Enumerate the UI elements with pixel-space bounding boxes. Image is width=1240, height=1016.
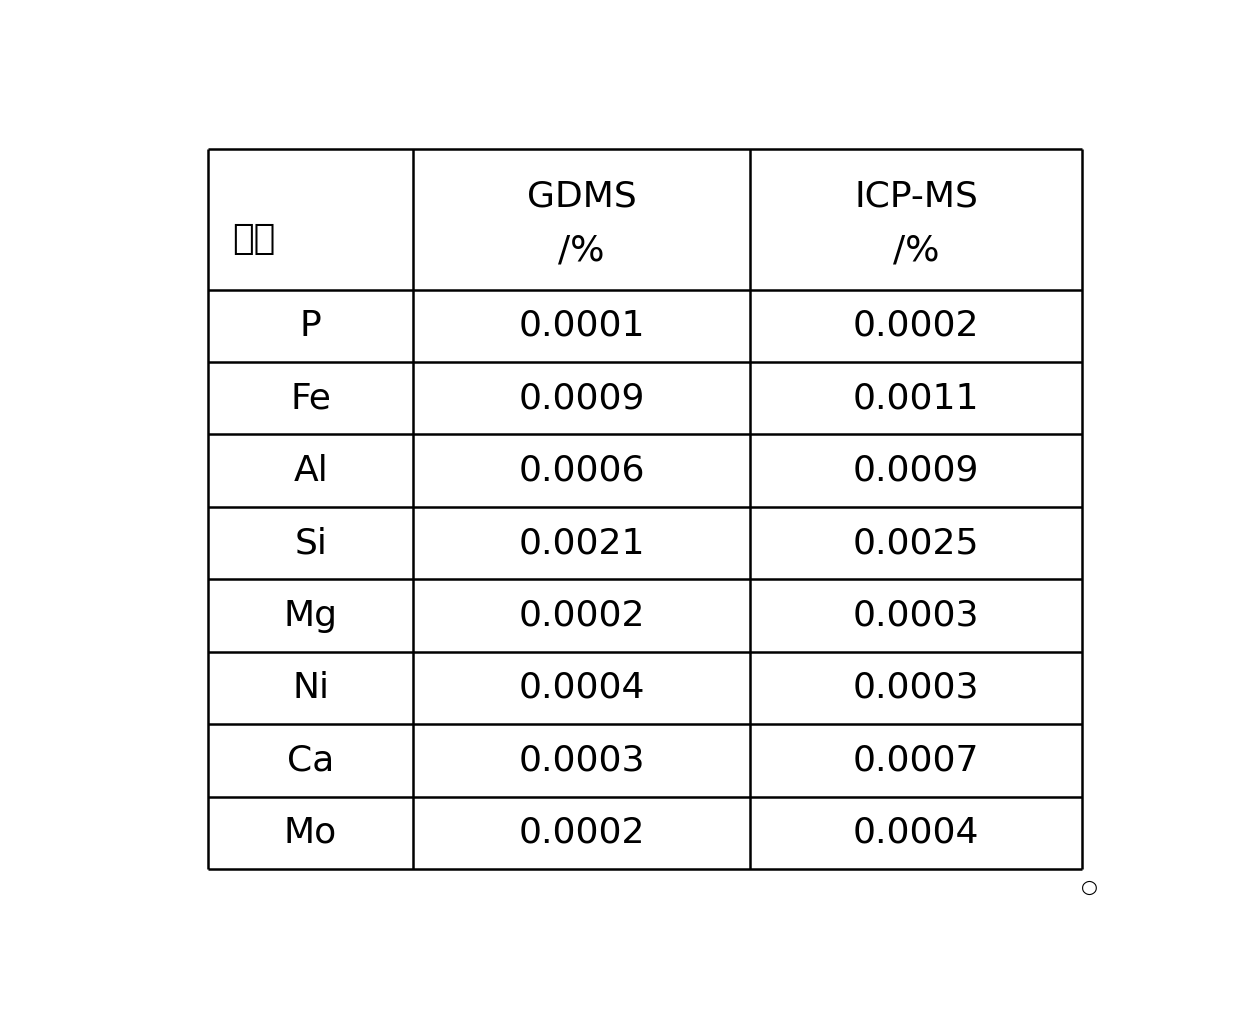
Text: P: P: [300, 309, 321, 342]
Text: 0.0004: 0.0004: [853, 816, 980, 849]
Text: 0.0002: 0.0002: [853, 309, 980, 342]
Text: Mg: Mg: [284, 598, 337, 633]
Text: Ni: Ni: [293, 671, 329, 705]
Text: Si: Si: [294, 526, 327, 560]
Text: 元素: 元素: [232, 223, 275, 256]
Text: /%: /%: [558, 234, 605, 268]
Text: 0.0025: 0.0025: [853, 526, 980, 560]
Text: Fe: Fe: [290, 381, 331, 416]
Text: 0.0004: 0.0004: [518, 671, 645, 705]
Text: 0.0002: 0.0002: [518, 598, 645, 633]
Text: GDMS: GDMS: [527, 179, 636, 213]
Text: Ca: Ca: [286, 744, 335, 777]
Text: 0.0021: 0.0021: [518, 526, 645, 560]
Text: 0.0002: 0.0002: [518, 816, 645, 849]
Text: 0.0006: 0.0006: [518, 454, 645, 488]
Text: 0.0009: 0.0009: [853, 454, 980, 488]
Text: ○: ○: [1080, 878, 1097, 896]
Text: 0.0003: 0.0003: [853, 671, 980, 705]
Text: 0.0007: 0.0007: [853, 744, 980, 777]
Text: 0.0003: 0.0003: [853, 598, 980, 633]
Text: /%: /%: [893, 234, 940, 268]
Text: 0.0003: 0.0003: [518, 744, 645, 777]
Text: 0.0001: 0.0001: [518, 309, 645, 342]
Text: 0.0009: 0.0009: [518, 381, 645, 416]
Text: 0.0011: 0.0011: [853, 381, 980, 416]
Text: Mo: Mo: [284, 816, 337, 849]
Text: ICP-MS: ICP-MS: [854, 179, 978, 213]
Text: Al: Al: [293, 454, 329, 488]
